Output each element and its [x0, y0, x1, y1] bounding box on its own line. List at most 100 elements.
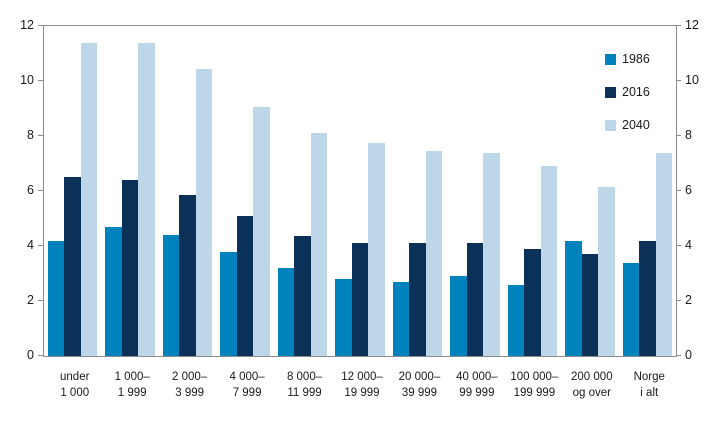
- bar-1986: [450, 276, 467, 356]
- y-tick-label-right: 2: [685, 293, 692, 307]
- x-axis-label-line: 3 999: [175, 387, 205, 399]
- bar-group-1: [44, 26, 101, 356]
- plot-area: [43, 25, 677, 357]
- y-tick-label-left: 8: [27, 128, 34, 142]
- bar-2040: [655, 152, 672, 356]
- bar-2040: [310, 133, 328, 356]
- x-axis-label-line: 100 000–: [510, 371, 559, 383]
- y-tick-label-right: 0: [685, 348, 692, 362]
- bar-1986: [507, 284, 525, 356]
- bar-group-10: [561, 26, 618, 356]
- legend-swatch-icon: [605, 53, 616, 65]
- bar-group-11: [619, 26, 676, 356]
- bar-2016: [639, 240, 656, 356]
- bar-2040: [138, 42, 155, 356]
- y-tick-label-right: 10: [685, 73, 699, 87]
- x-axis-label: 1 000– 1 999: [100, 369, 157, 401]
- y-tickmark-left: [38, 355, 43, 356]
- x-axis-label-line: under: [60, 371, 90, 383]
- bar-2016: [409, 243, 426, 356]
- bar-2040: [598, 186, 615, 356]
- y-tickmark-right: [676, 80, 681, 81]
- legend-item-2040: 2040: [605, 118, 650, 132]
- x-axis-label: 100 000– 199 999: [503, 369, 560, 401]
- legend-label: 2016: [622, 85, 650, 99]
- x-axis-label: 12 000– 19 999: [330, 369, 387, 401]
- bar-2040: [253, 107, 270, 356]
- x-axis-label-line: 1 000–: [114, 371, 150, 383]
- y-tickmark-left: [38, 80, 43, 81]
- y-tick-label-left: 6: [27, 183, 34, 197]
- x-axis-label-line: Norge: [633, 371, 665, 383]
- y-tickmark-right: [676, 300, 681, 301]
- y-tickmark-left: [38, 300, 43, 301]
- y-tick-label-right: 4: [685, 238, 692, 252]
- bar-2040: [368, 142, 385, 356]
- bar-1986: [47, 240, 65, 356]
- bar-2016: [236, 215, 254, 356]
- y-tickmark-right: [676, 190, 681, 191]
- bar-group-2: [101, 26, 158, 356]
- y-tickmark-right: [676, 355, 681, 356]
- x-axis-label: 40 000– 99 999: [445, 369, 502, 401]
- legend-swatch-icon: [605, 86, 616, 98]
- bar-1986: [162, 235, 180, 356]
- y-tickmark-left: [38, 25, 43, 26]
- y-tick-label-left: 10: [20, 73, 34, 87]
- y-tickmark-right: [676, 25, 681, 26]
- x-axis-label-line: og over: [572, 387, 611, 399]
- bar-2040: [425, 151, 443, 356]
- bar-2040: [80, 42, 98, 356]
- x-axis-label-line: 2 000–: [172, 371, 208, 383]
- x-axis-label-line: 199 999: [513, 387, 556, 399]
- y-tickmark-left: [38, 245, 43, 246]
- x-axis-label: 200 000 og over: [560, 369, 617, 401]
- bar-group-8: [446, 26, 503, 356]
- x-axis-label-line: 19 999: [344, 387, 380, 399]
- y-tick-label-right: 8: [685, 128, 692, 142]
- x-axis-label: 4 000– 7 999: [215, 369, 272, 401]
- bar-2016: [121, 180, 139, 356]
- x-axis-label-line: 20 000–: [398, 371, 441, 383]
- bar-2016: [524, 248, 541, 356]
- x-axis-label-line: 200 000: [571, 371, 613, 383]
- y-tick-label-left: 0: [27, 348, 34, 362]
- x-axis-label-line: 12 000–: [341, 371, 383, 383]
- y-tick-label-left: 12: [20, 18, 34, 32]
- x-axis-label-line: 1 999: [117, 387, 147, 399]
- y-tickmark-right: [676, 245, 681, 246]
- bar-2040: [483, 152, 500, 356]
- bar-1986: [105, 226, 122, 356]
- bar-groups-container: [44, 26, 676, 356]
- x-axis-label-line: 1 000: [60, 387, 90, 399]
- bar-2016: [179, 195, 196, 356]
- y-tick-label-left: 4: [27, 238, 34, 252]
- bar-group-7: [389, 26, 446, 356]
- bar-group-6: [331, 26, 388, 356]
- bar-group-5: [274, 26, 331, 356]
- x-axis-label-line: 11 999: [287, 387, 322, 399]
- bar-group-4: [216, 26, 273, 356]
- x-axis-labels: under 1 000 1 000– 1 999 2 000– 3 999 4 000– 7 …: [43, 369, 675, 401]
- y-tickmark-left: [38, 135, 43, 136]
- legend-item-2016: 2016: [605, 85, 650, 99]
- bar-1986: [220, 251, 237, 356]
- x-axis-label: 8 000– 11 999: [273, 369, 330, 401]
- x-axis-label: Norge i alt: [618, 369, 675, 401]
- legend-label: 2040: [622, 118, 650, 132]
- x-axis-label-line: 4 000–: [229, 371, 265, 383]
- x-axis-label-line: 99 999: [459, 387, 495, 399]
- y-tick-label-left: 2: [27, 293, 34, 307]
- x-axis-label-line: 8 000–: [286, 371, 323, 383]
- bar-2040: [540, 166, 558, 356]
- bar-1986: [622, 262, 639, 356]
- bar-2040: [195, 68, 213, 356]
- bar-1986: [392, 281, 410, 356]
- y-tickmark-right: [676, 135, 681, 136]
- y-tickmark-left: [38, 190, 43, 191]
- bar-1986: [335, 279, 352, 356]
- bar-2016: [294, 236, 311, 356]
- legend-item-1986: 1986: [605, 52, 650, 66]
- bar-2016: [466, 243, 484, 356]
